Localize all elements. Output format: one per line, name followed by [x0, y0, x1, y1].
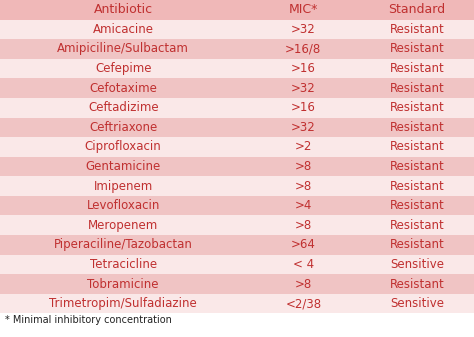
Text: >32: >32 — [291, 82, 316, 95]
Text: Resistant: Resistant — [390, 141, 445, 153]
Text: >32: >32 — [291, 121, 316, 134]
Text: Levofloxacin: Levofloxacin — [87, 199, 160, 212]
Bar — [0, 118, 474, 137]
Bar — [0, 215, 474, 235]
Text: Ceftadizime: Ceftadizime — [88, 101, 158, 114]
Text: Cefotaxime: Cefotaxime — [89, 82, 157, 95]
Text: >16: >16 — [291, 62, 316, 75]
Text: Ceftriaxone: Ceftriaxone — [89, 121, 157, 134]
Text: Resistant: Resistant — [390, 23, 445, 36]
Text: Resistant: Resistant — [390, 62, 445, 75]
Text: Cefepime: Cefepime — [95, 62, 152, 75]
Text: MIC*: MIC* — [289, 3, 318, 16]
Text: >32: >32 — [291, 23, 316, 36]
Text: Sensitive: Sensitive — [390, 297, 444, 310]
Bar — [0, 98, 474, 118]
Text: Amipiciline/Sulbactam: Amipiciline/Sulbactam — [57, 42, 189, 56]
Text: Standard: Standard — [389, 3, 446, 16]
Text: >16: >16 — [291, 101, 316, 114]
Bar — [0, 196, 474, 215]
Text: Tetracicline: Tetracicline — [90, 258, 157, 271]
Bar — [0, 137, 474, 157]
Text: Amicacine: Amicacine — [93, 23, 154, 36]
Bar — [0, 176, 474, 196]
Text: Resistant: Resistant — [390, 219, 445, 232]
Text: Resistant: Resistant — [390, 42, 445, 56]
Text: Tobramicine: Tobramicine — [88, 278, 159, 290]
Bar — [0, 0, 474, 20]
Text: Ciprofloxacin: Ciprofloxacin — [85, 141, 162, 153]
Text: >8: >8 — [295, 160, 312, 173]
Text: Resistant: Resistant — [390, 180, 445, 192]
Text: Resistant: Resistant — [390, 278, 445, 290]
Text: Resistant: Resistant — [390, 160, 445, 173]
Text: Resistant: Resistant — [390, 101, 445, 114]
Bar — [0, 157, 474, 176]
Text: >64: >64 — [291, 238, 316, 251]
Text: < 4: < 4 — [293, 258, 314, 271]
Bar — [0, 39, 474, 59]
Bar — [0, 274, 474, 294]
Text: Trimetropim/Sulfadiazine: Trimetropim/Sulfadiazine — [49, 297, 197, 310]
Bar — [0, 255, 474, 274]
Text: >2: >2 — [295, 141, 312, 153]
Text: >8: >8 — [295, 219, 312, 232]
Text: Gentamicine: Gentamicine — [86, 160, 161, 173]
Bar — [0, 294, 474, 313]
Text: >4: >4 — [295, 199, 312, 212]
Bar — [0, 20, 474, 39]
Bar — [0, 235, 474, 255]
Bar — [0, 59, 474, 78]
Text: Resistant: Resistant — [390, 199, 445, 212]
Text: Resistant: Resistant — [390, 238, 445, 251]
Text: >16/8: >16/8 — [285, 42, 321, 56]
Bar — [0, 78, 474, 98]
Text: >8: >8 — [295, 180, 312, 192]
Text: Meropenem: Meropenem — [88, 219, 158, 232]
Text: Piperaciline/Tazobactan: Piperaciline/Tazobactan — [54, 238, 192, 251]
Text: Imipenem: Imipenem — [94, 180, 153, 192]
Text: Antibiotic: Antibiotic — [94, 3, 153, 16]
Text: * Minimal inhibitory concentration: * Minimal inhibitory concentration — [5, 315, 172, 325]
Text: Resistant: Resistant — [390, 82, 445, 95]
Text: Sensitive: Sensitive — [390, 258, 444, 271]
Text: Resistant: Resistant — [390, 121, 445, 134]
Text: <2/38: <2/38 — [285, 297, 321, 310]
Text: >8: >8 — [295, 278, 312, 290]
